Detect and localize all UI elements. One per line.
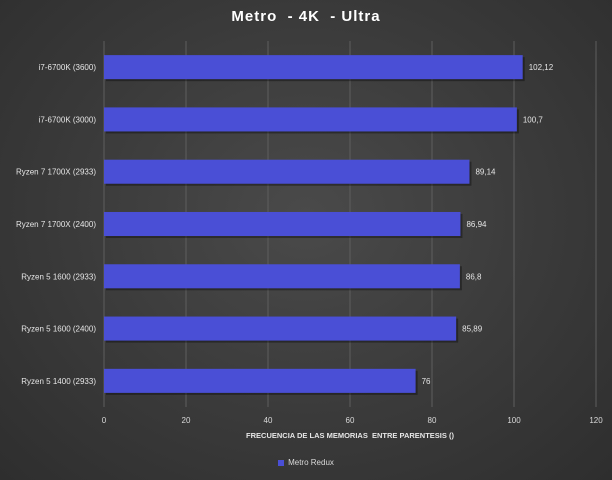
x-tick-label-5: 100 (507, 416, 521, 425)
legend: Metro Redux (0, 458, 612, 467)
bars (104, 55, 525, 395)
category-label-5: Ryzen 5 1600 (2400) (21, 325, 96, 334)
value-label-4: 86,8 (466, 272, 482, 281)
value-label-6: 76 (422, 377, 431, 386)
chart-title: Metro - 4K - Ultra (231, 8, 381, 25)
category-label-1: i7-6700K (3000) (39, 115, 97, 124)
category-label-0: i7-6700K (3600) (39, 63, 97, 72)
bar-0 (104, 55, 523, 80)
x-tick-label-4: 80 (428, 416, 437, 425)
category-label-4: Ryzen 5 1600 (2933) (21, 272, 96, 281)
value-label-1: 100,7 (523, 115, 544, 124)
x-axis-label: FRECUENCIA DE LAS MEMORIAS ENTRE PARENTE… (246, 431, 454, 440)
bar-4 (104, 264, 460, 289)
bar-chart: i7-6700K (3600) i7-6700K (3000) Ryzen 7 17… (16, 41, 603, 425)
bar-1 (104, 107, 517, 132)
bar-2 (104, 159, 470, 184)
x-tick-label-0: 0 (102, 416, 107, 425)
x-tick-label-6: 120 (589, 416, 603, 425)
category-label-3: Ryzen 7 1700X (2400) (16, 220, 96, 229)
value-label-2: 89,14 (475, 168, 496, 177)
x-tick-label-3: 60 (346, 416, 355, 425)
legend-swatch (278, 459, 285, 466)
legend-label: Metro Redux (288, 458, 334, 467)
category-label-2: Ryzen 7 1700X (2933) (16, 168, 96, 177)
value-label-3: 86,94 (466, 220, 487, 229)
x-tick-labels: 0 20 40 60 80 100 120 (102, 416, 603, 425)
x-tick-label-1: 20 (182, 416, 191, 425)
value-labels: 102,12 100,7 89,14 86,94 86,8 85,89 76 (422, 63, 554, 386)
category-label-6: Ryzen 5 1400 (2933) (21, 377, 96, 386)
value-label-5: 85,89 (462, 325, 483, 334)
value-label-0: 102,12 (529, 63, 554, 72)
bar-5 (104, 316, 457, 341)
bar-6 (104, 368, 416, 393)
bar-3 (104, 211, 461, 237)
category-labels: i7-6700K (3600) i7-6700K (3000) Ryzen 7 17… (16, 63, 96, 386)
x-tick-label-2: 40 (264, 416, 273, 425)
